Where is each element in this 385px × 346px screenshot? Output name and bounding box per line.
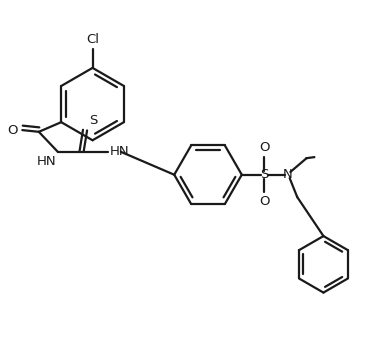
Text: O: O [259,195,270,208]
Text: O: O [259,141,270,154]
Text: S: S [260,168,268,181]
Text: HN: HN [109,145,129,158]
Text: N: N [283,168,293,181]
Text: HN: HN [37,155,56,167]
Text: S: S [89,114,97,127]
Text: Cl: Cl [86,33,99,46]
Text: O: O [8,124,18,137]
